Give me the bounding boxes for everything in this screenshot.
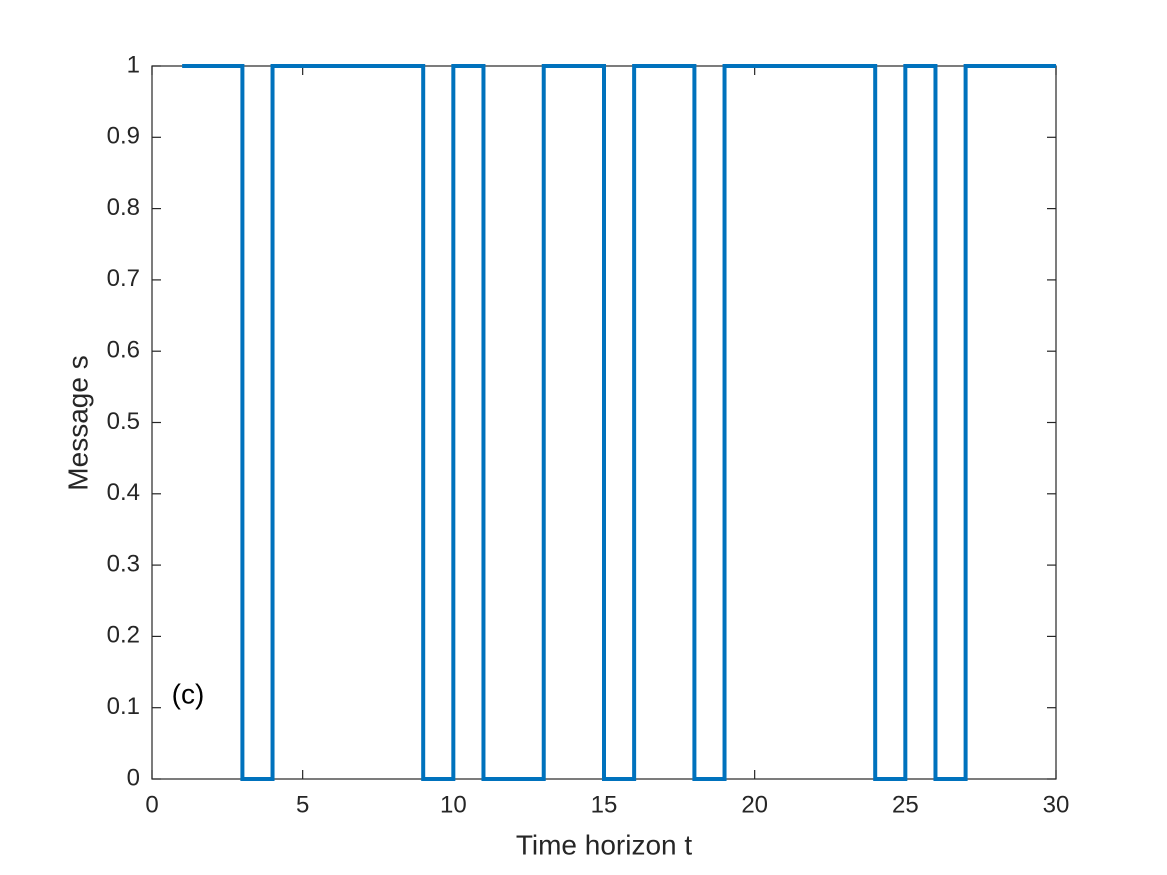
x-tick-label: 5 (296, 791, 309, 818)
y-tick-label: 0.2 (107, 622, 140, 649)
x-tick-label: 10 (440, 791, 467, 818)
annotation: (c) (172, 678, 205, 709)
x-tick-label: 25 (892, 791, 919, 818)
y-tick-label: 0.4 (107, 479, 140, 506)
x-tick-label: 30 (1043, 791, 1070, 818)
y-tick-label: 0.8 (107, 194, 140, 221)
x-axis-label: Time horizon t (516, 829, 693, 860)
y-tick-label: 0.7 (107, 265, 140, 292)
stairs-line (182, 64, 1056, 781)
y-tick-label: 0 (127, 764, 140, 791)
y-tick-label: 0.1 (107, 693, 140, 720)
x-tick-label: 20 (741, 791, 768, 818)
x-tick-label: 0 (145, 791, 158, 818)
y-tick-label: 0.5 (107, 408, 140, 435)
y-axis-label: Message s (62, 355, 93, 490)
y-tick-label: 0.9 (107, 123, 140, 150)
y-tick-label: 1 (127, 51, 140, 78)
y-tick-label: 0.3 (107, 550, 140, 577)
y-tick-label: 0.6 (107, 337, 140, 364)
x-tick-label: 15 (591, 791, 618, 818)
